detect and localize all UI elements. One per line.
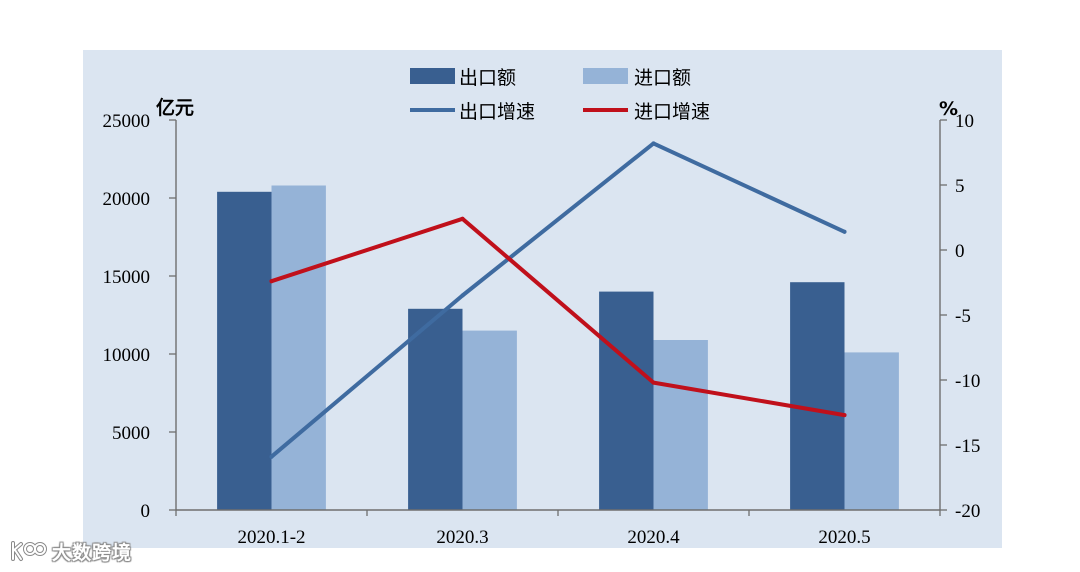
legend-label-export-growth: 出口增速 (459, 101, 535, 123)
legend-swatch-export-amount (410, 68, 455, 84)
x-axis-category-label: 2020.4 (627, 527, 680, 548)
import-growth-line (269, 216, 847, 418)
right-axis-tick-label: -20 (955, 501, 980, 522)
export-growth-point (842, 229, 847, 234)
watermark-logo-icon (11, 541, 47, 561)
x-axis-category-label: 2020.1-2 (237, 527, 305, 548)
export-amount-bar (217, 191, 272, 511)
import-amount-bar (844, 352, 899, 510)
left-axis-tick-label: 25000 (103, 111, 151, 132)
lines-group (269, 141, 847, 459)
right-axis-tick-label: 10 (955, 111, 974, 132)
import-growth-point (460, 216, 465, 221)
import-amount-bar (462, 330, 517, 510)
x-axis-category-label: 2020.3 (436, 527, 488, 548)
bars-group (217, 185, 899, 511)
legend-label-export-amount: 出口额 (459, 67, 516, 89)
right-axis-unit-label: % (939, 98, 958, 120)
export-amount-bar (408, 308, 463, 510)
export-growth-point (651, 141, 656, 146)
watermark-text: 大数跨境 (52, 541, 133, 564)
x-axis-category-label: 2020.5 (818, 527, 870, 548)
right-axis-tick-label: -15 (955, 436, 980, 457)
right-axis-tick-label: -10 (955, 371, 980, 392)
export-amount-bar (599, 291, 654, 510)
left-axis-unit-label: 亿元 (156, 96, 194, 119)
legend-item-export-amount: 出口额 (410, 67, 516, 89)
import-growth-point (269, 279, 274, 284)
import-amount-bar (271, 185, 326, 510)
export-growth-point (460, 293, 465, 298)
legend-item-import-amount: 进口额 (583, 67, 691, 89)
watermark: 大数跨境 (8, 537, 132, 565)
left-axis-tick-label: 15000 (103, 267, 151, 288)
ticks-group: 0 5000 10000 15000 20000 25000 -20 -15 -10 -5 0 5 10… (103, 111, 981, 548)
legend-item-import-growth: 进口增速 (583, 101, 710, 123)
left-axis-tick-label: 5000 (112, 423, 150, 444)
legend-swatch-import-amount (583, 68, 628, 84)
legend-label-import-amount: 进口额 (634, 67, 691, 89)
left-axis-tick-label: 0 (141, 501, 151, 522)
left-axis-tick-label: 10000 (103, 345, 151, 366)
export-growth-point (269, 454, 274, 459)
legend-label-import-growth: 进口增速 (634, 101, 710, 123)
right-axis-tick-label: 0 (955, 241, 965, 262)
import-growth-point (842, 413, 847, 418)
legend-item-export-growth: 出口增速 (410, 101, 535, 123)
legend: 出口额 进口额 出口增速 进口增速 (410, 67, 710, 123)
import-amount-bar (653, 340, 708, 510)
export-growth-line (269, 141, 847, 459)
right-axis-tick-label: 5 (955, 176, 965, 197)
import-growth-point (651, 380, 656, 385)
left-axis-tick-label: 20000 (103, 189, 151, 210)
export-amount-bar (790, 282, 845, 510)
right-axis-tick-label: -5 (955, 306, 971, 327)
